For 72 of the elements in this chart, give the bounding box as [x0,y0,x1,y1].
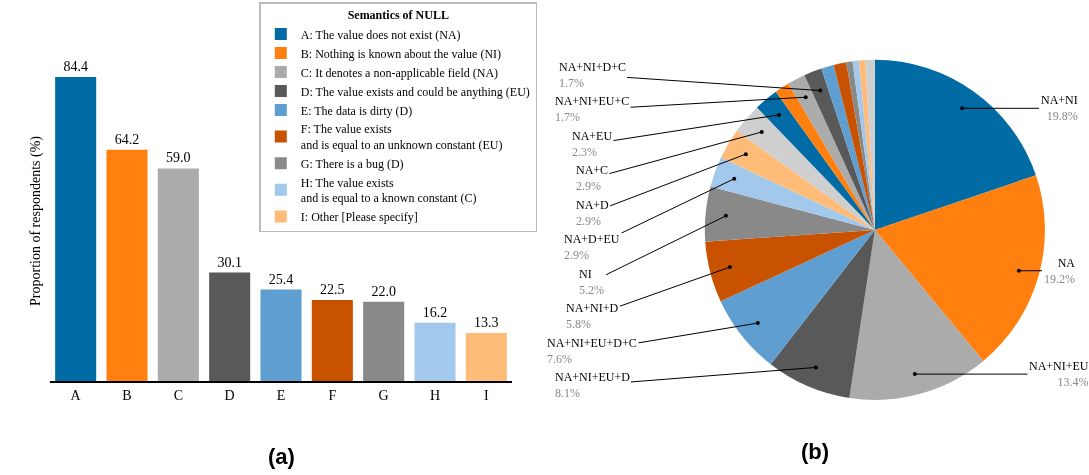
data-label: 1.7% [559,75,584,90]
data-label: 22.0 [371,283,396,299]
data-label: 25.4 [268,271,294,287]
data-label: 2.9% [576,213,601,228]
pie-slice [846,61,875,230]
data-label: 59.0 [166,150,191,166]
slice-label: NA+EU [572,129,613,143]
x-tick-label: H [429,387,441,403]
x-tick-label: B [122,387,132,403]
pie-slice [720,229,875,365]
legend-label: H: The value exists and is equal to a known constant (C) [300,175,477,206]
data-label: 13.4% [1057,374,1089,389]
pie-slice [852,60,875,230]
x-tick-label: E [276,387,286,403]
slice-label: NA+NI+EU+D+C [547,336,637,350]
pie-slice [788,75,875,230]
legend-label: G: There is a bug (D) [300,156,404,171]
slice-label: NA+NI+EU [1029,359,1089,373]
x-tick-label: G [378,387,389,403]
legend-label: A: The value does not exist (NA) [300,27,461,42]
slice-label: NA [1057,256,1076,270]
slice-label: NA+NI [1041,93,1078,107]
legend-label: C: It denotes a non-applicable field (NA) [300,65,499,80]
data-label: 5.8% [566,316,591,331]
text: (a) [268,444,295,469]
slice-label: NA+NI+EU+D [555,370,631,384]
pie-slice [710,157,875,230]
data-label: 1.7% [555,109,580,124]
slice-label: NA+NI+D+C [559,60,626,74]
data-label: 5.2% [579,282,604,297]
pie-slice [804,68,875,230]
data-label: 2.9% [564,247,589,262]
slice-label: NA+D+EU [564,232,620,246]
legend-label: B: Nothing is known about the value (NI) [300,46,502,61]
pie-slice [770,229,875,399]
legend-label: E: The data is dirty (D) [300,103,413,118]
data-label: 19.2% [1044,271,1075,286]
legend-label: F: The value exists and is equal to an unknown constant (EU) [300,122,503,153]
data-label: 84.4 [63,59,88,74]
slice-label: NA+NI+D [566,301,619,315]
x-tick-label: A [70,387,82,403]
data-label: 64.2 [114,131,140,147]
y-axis-title: Proportion of respondents (%) [27,135,44,306]
pie-slice [704,186,875,242]
x-tick-label: C [173,387,183,403]
data-label: 2.3% [572,144,597,159]
x-tick-label: F [328,387,337,403]
pie-slice [705,229,875,302]
data-label: 13.3 [474,315,499,331]
x-tick-label: I [483,387,489,403]
legend-label: D: The value exists and could be anything (EU) [300,84,530,99]
slice-label: NA+NI+EU+C [555,94,630,108]
pie-slice [721,130,875,230]
slice-label: NA+D [576,198,610,212]
legend-label: I: Other [Please specify] [300,210,418,225]
pie-slice [849,229,984,400]
slice-label: NA+C [576,163,609,177]
text: (b) [801,439,830,464]
pie-slice [874,175,1045,361]
data-label: 30.1 [217,254,242,270]
legend-title: Semantics of NULL [347,8,449,23]
data-label: 22.5 [320,281,345,297]
x-tick-label: D [224,387,235,403]
data-label: 19.8% [1046,108,1078,123]
pie-slice [821,64,875,230]
data-label: 2.9% [576,178,601,193]
pie-slice [775,83,875,230]
slice-label: NI [579,267,592,281]
data-label: 16.2 [422,304,448,320]
data-label: 8.1% [555,385,580,400]
data-label: 7.6% [547,351,572,366]
pie-slice [736,107,875,230]
